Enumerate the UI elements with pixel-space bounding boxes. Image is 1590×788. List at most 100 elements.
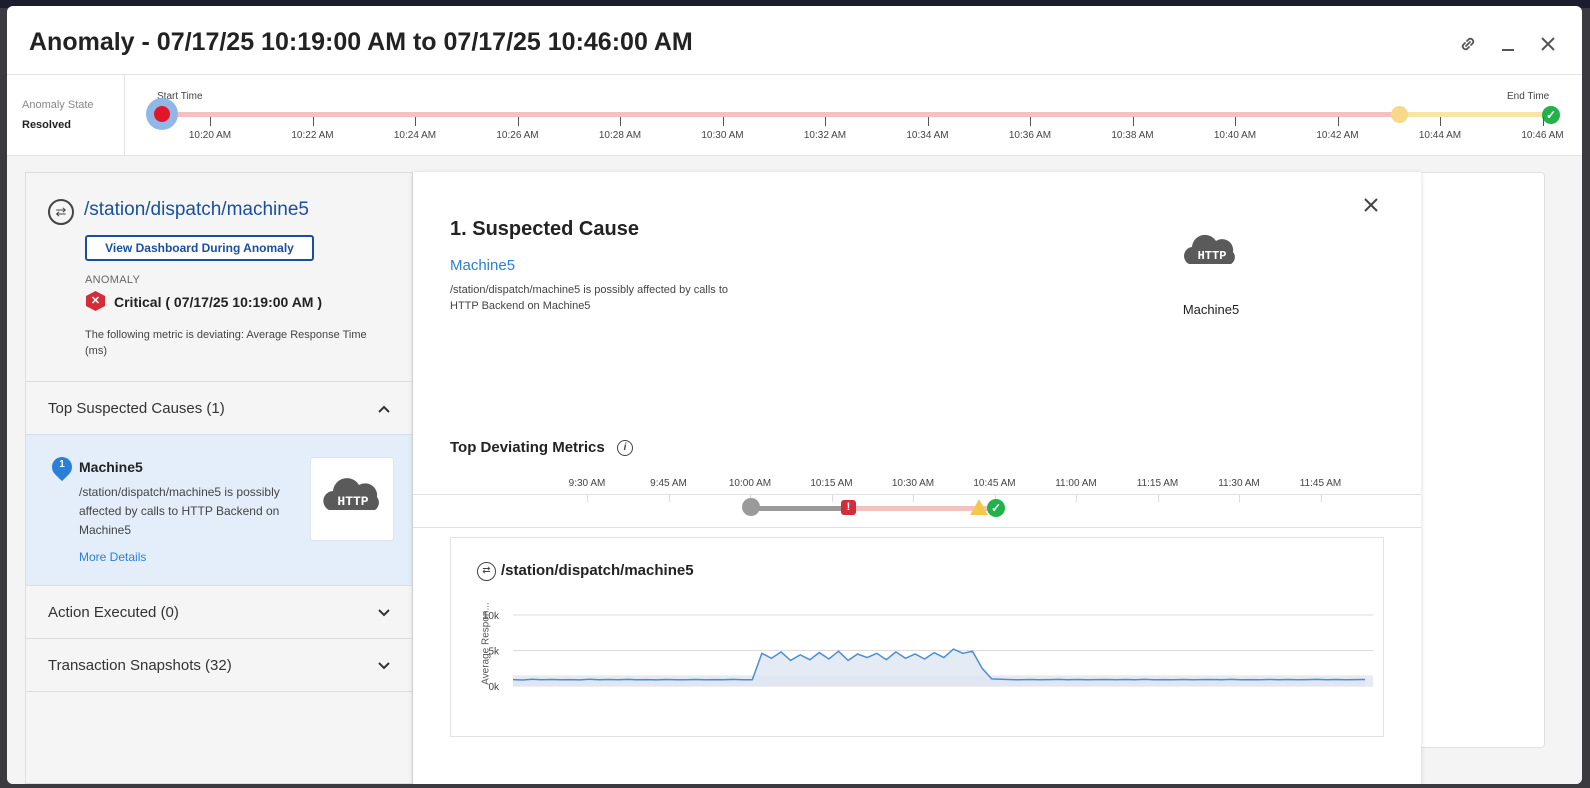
timeline-tick-label: 10:46 AM	[1521, 130, 1564, 141]
metric-tick	[913, 494, 914, 502]
anomaly-state-value: Resolved	[22, 119, 71, 131]
timeline-tick-label: 10:22 AM	[291, 130, 334, 141]
link-icon[interactable]	[1456, 32, 1480, 56]
end-marker[interactable]: ✓	[1542, 106, 1560, 124]
http-icon-text: HTTP	[337, 494, 368, 509]
entity-path[interactable]: /station/dispatch/machine5	[84, 199, 309, 220]
deviating-metric-text: The following metric is deviating: Avera…	[85, 329, 367, 357]
backend-label: Machine5	[1182, 302, 1240, 317]
anomaly-modal: Anomaly - 07/17/25 10:19:00 AM to 07/17/…	[7, 6, 1582, 784]
metric-tick	[1320, 494, 1322, 502]
response-time-chart: 10k 5k 0k	[483, 611, 1373, 693]
metric-tick	[1076, 494, 1077, 502]
series-line[interactable]	[512, 648, 1366, 681]
metric-tick	[994, 494, 996, 502]
timeline-tick	[620, 117, 621, 126]
timeline-tick	[1542, 117, 1544, 126]
timeline-tick-label: 10:26 AM	[496, 130, 539, 141]
modal-header: Anomaly - 07/17/25 10:19:00 AM to 07/17/…	[7, 6, 1582, 74]
timeline-tick	[1337, 117, 1339, 126]
metric-tick	[587, 494, 588, 502]
timeline-tick-label: 10:42 AM	[1316, 130, 1359, 141]
accordion-title: Action Executed (0)	[48, 603, 179, 621]
close-icon[interactable]	[1536, 32, 1560, 56]
transaction-icon: ⇄	[477, 562, 496, 581]
timeline-tick	[722, 117, 724, 126]
timeline-tick-label: 10:24 AM	[393, 130, 437, 141]
start-time-label: Start Time	[157, 91, 203, 102]
resolved-check-icon[interactable]: ✓	[987, 499, 1005, 517]
warning-marker[interactable]	[1391, 106, 1408, 123]
accordion-header[interactable]: Top Suspected Causes (1)	[26, 382, 412, 434]
metric-axis	[413, 494, 1421, 495]
detail-heading: 1. Suspected Cause	[450, 218, 639, 240]
metric-tick-label: 10:45 AM	[973, 478, 1016, 489]
background-card	[1397, 172, 1545, 748]
anomaly-timeline: Anomaly State Resolved Start Time End Ti…	[7, 74, 1582, 156]
warning-icon[interactable]	[970, 499, 988, 515]
end-time-label: End Time	[1507, 91, 1550, 102]
accordion-action-executed[interactable]: Action Executed (0)	[26, 585, 412, 638]
accordion-transaction-snapshots[interactable]: Transaction Snapshots (32)	[26, 638, 412, 692]
chart-title: /station/dispatch/machine5	[501, 562, 694, 579]
deviation-bar	[848, 506, 996, 511]
metric-tick-label: 10:15 AM	[810, 478, 853, 489]
metric-tick-label: 11:00 AM	[1055, 478, 1097, 489]
timeline-tick	[415, 117, 416, 126]
accordion-header[interactable]: Action Executed (0)	[26, 586, 412, 638]
more-details-link[interactable]: More Details	[79, 550, 147, 564]
cause-name: Machine5	[79, 459, 143, 475]
close-icon[interactable]	[1363, 196, 1379, 219]
chart-y-tick-label: 10k	[483, 611, 500, 622]
timeline-tick-label: 10:38 AM	[1111, 130, 1154, 141]
cause-detail-panel: 1. Suspected Cause Machine5 /station/dis…	[413, 172, 1421, 784]
summary-top: ⇄ /station/dispatch/machine5 View Dashbo…	[26, 173, 412, 381]
metric-tick-label: 9:45 AM	[650, 478, 687, 489]
metric-tick	[1157, 494, 1159, 502]
timeline-tick-label: 10:36 AM	[1008, 130, 1052, 141]
timeline-tick	[1030, 117, 1031, 126]
baseline-marker[interactable]	[742, 498, 760, 516]
map-pin-icon: 1	[47, 452, 77, 482]
suspected-cause-card[interactable]: 1 Machine5 /station/dispatch/machine5 is…	[26, 434, 412, 585]
view-dashboard-button[interactable]: View Dashboard During Anomaly	[85, 235, 314, 261]
timeline-tick	[1132, 117, 1134, 126]
timeline-tick-label: 10:34 AM	[906, 130, 949, 141]
timeline-tick-label: 10:44 AM	[1418, 130, 1462, 141]
timeline-tick	[517, 117, 519, 126]
accordion-header[interactable]: Transaction Snapshots (32)	[26, 639, 412, 691]
start-marker[interactable]	[146, 98, 178, 130]
timeline-tick-label: 10:28 AM	[598, 130, 642, 141]
chevron-up-icon	[378, 401, 390, 416]
metric-tick	[831, 494, 833, 502]
metric-tick-label: 11:15 AM	[1136, 478, 1179, 489]
http-cloud-icon: HTTP	[1181, 224, 1241, 268]
info-icon[interactable]: i	[617, 440, 633, 456]
timeline-tick	[927, 117, 929, 126]
transaction-icon: ⇄	[48, 199, 74, 225]
app-top-bar	[0, 0, 1590, 8]
metric-tick-label: 11:30 AM	[1218, 478, 1260, 489]
chevron-down-icon	[378, 605, 390, 620]
accordion-suspected-causes[interactable]: Top Suspected Causes (1)	[26, 381, 412, 434]
cause-description: /station/dispatch/machine5 is possibly a…	[450, 284, 729, 312]
metric-tick	[1239, 494, 1240, 502]
anomaly-state-label: Anomaly State	[22, 99, 94, 111]
metric-tick-label: 9:30 AM	[568, 478, 606, 489]
timeline-tick	[1235, 117, 1236, 126]
metric-tick-label: 10:30 AM	[891, 478, 935, 489]
modal-body: ⇄ /station/dispatch/machine5 View Dashbo…	[7, 156, 1582, 784]
accordion-title: Top Suspected Causes (1)	[48, 399, 225, 417]
minimize-icon[interactable]	[1496, 32, 1520, 56]
critical-marker-icon[interactable]: !	[841, 500, 856, 515]
chart-y-tick-label: 0k	[488, 682, 500, 693]
chart-y-tick-label: 5k	[488, 647, 500, 658]
critical-period-bar	[167, 112, 1399, 117]
accordion-title: Transaction Snapshots (32)	[48, 656, 232, 674]
cause-link[interactable]: Machine5	[450, 257, 516, 274]
warning-period-bar	[1399, 112, 1551, 117]
anomaly-label: ANOMALY	[85, 274, 141, 286]
timeline-tick-label: 10:20 AM	[188, 130, 232, 141]
timeline-tick	[825, 117, 826, 126]
timeline-tick	[312, 117, 314, 126]
